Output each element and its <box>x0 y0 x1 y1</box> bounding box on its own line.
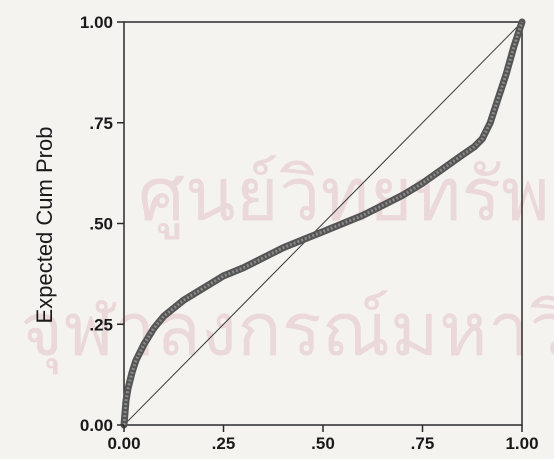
x-tick-label-4: 1.00 <box>505 434 538 453</box>
reference-line <box>123 21 523 426</box>
series-line-texture-0 <box>122 21 524 426</box>
x-tick-label-3: .75 <box>411 434 435 453</box>
x-tick-label-0: 0.00 <box>107 434 140 453</box>
y-tick-label-1: .25 <box>89 315 113 334</box>
series-layer <box>120 18 526 429</box>
y-tick-label-2: .50 <box>89 215 113 234</box>
y-axis-title: Expected Cum Prob <box>32 127 57 324</box>
watermark: ศูนย์วิทยทรัพยากร จุฬาลงกรณ์มหาวิทยาลัย <box>20 152 554 375</box>
ticks-layer: 0.00 .25 .50 .75 1.00 0.00 .25 .50 .75 1.00 <box>80 13 539 453</box>
y-tick-label-3: .75 <box>89 114 113 133</box>
y-tick-label-0: 0.00 <box>80 416 113 435</box>
x-tick-label-1: .25 <box>212 434 236 453</box>
watermark-line-1: ศูนย์วิทยทรัพยากร <box>138 152 554 240</box>
watermark-line-2: จุฬาลงกรณ์มหาวิทยาลัย <box>20 287 554 375</box>
x-tick-label-2: .50 <box>311 434 335 453</box>
y-tick-label-4: 1.00 <box>80 13 113 32</box>
